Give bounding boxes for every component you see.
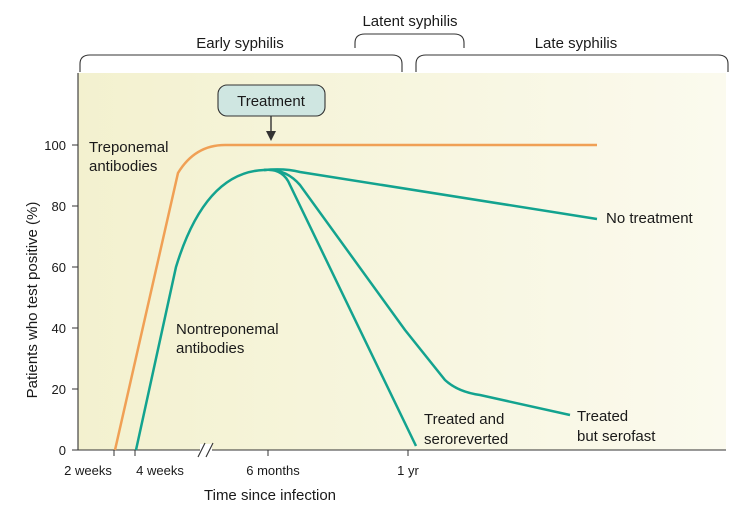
label-treponemal: Treponemal antibodies: [89, 139, 173, 175]
y-tick-60: 60: [52, 260, 78, 275]
x-axis-break-mark-2: [205, 442, 214, 458]
y-axis-title: Patients who test positive (%): [24, 202, 41, 399]
x-axis-title: Time since infection: [204, 487, 336, 504]
y-tick-80: 80: [52, 199, 78, 214]
y-tick-0: 0: [59, 443, 78, 458]
brace-latent-syphilis: [354, 33, 465, 48]
y-tick-label-100: 100: [44, 138, 66, 153]
x-tick-6-months: 6 months: [246, 450, 300, 478]
x-tick-1-yr: 1 yr: [397, 450, 420, 478]
treatment-arrow-head: [266, 131, 276, 141]
stage-label-late: Late syphilis: [535, 35, 618, 52]
x-axis-break-mark-1: [197, 442, 206, 458]
y-tick-100: 100: [44, 138, 78, 153]
nontreponemal-curve: [134, 168, 265, 451]
label-no-treatment: No treatment: [606, 210, 694, 227]
y-tick-label-40: 40: [52, 321, 66, 336]
x-tick-label-6-months: 6 months: [246, 463, 300, 478]
brace-early-syphilis: [79, 54, 403, 72]
treatment-label: Treatment: [237, 93, 306, 110]
x-tick-label-1-yr: 1 yr: [397, 463, 419, 478]
treponemal-curve: [113, 143, 597, 451]
x-tick-label-2-weeks: 2 weeks: [64, 463, 112, 478]
y-tick-20: 20: [52, 382, 78, 397]
y-tick-label-80: 80: [52, 199, 66, 214]
stage-label-latent: Latent syphilis: [362, 13, 457, 30]
x-tick-2-weeks: 2 weeks: [64, 450, 115, 478]
label-nontreponemal: Nontreponemal antibodies: [176, 321, 283, 357]
treated-seroreverted-curve: [263, 168, 418, 447]
label-treated-serofast: Treated but serofast: [577, 408, 656, 445]
x-tick-label-4-weeks: 4 weeks: [136, 463, 184, 478]
y-tick-label-0: 0: [59, 443, 66, 458]
x-tick-4-weeks: 4 weeks: [134, 450, 184, 478]
y-tick-label-60: 60: [52, 260, 66, 275]
y-tick-40: 40: [52, 321, 78, 336]
stage-label-early: Early syphilis: [196, 35, 284, 52]
brace-late-syphilis: [415, 54, 729, 72]
plot-background: [78, 73, 726, 450]
label-treated-seroreverted: Treated and seroreverted: [424, 411, 509, 448]
y-tick-label-20: 20: [52, 382, 66, 397]
